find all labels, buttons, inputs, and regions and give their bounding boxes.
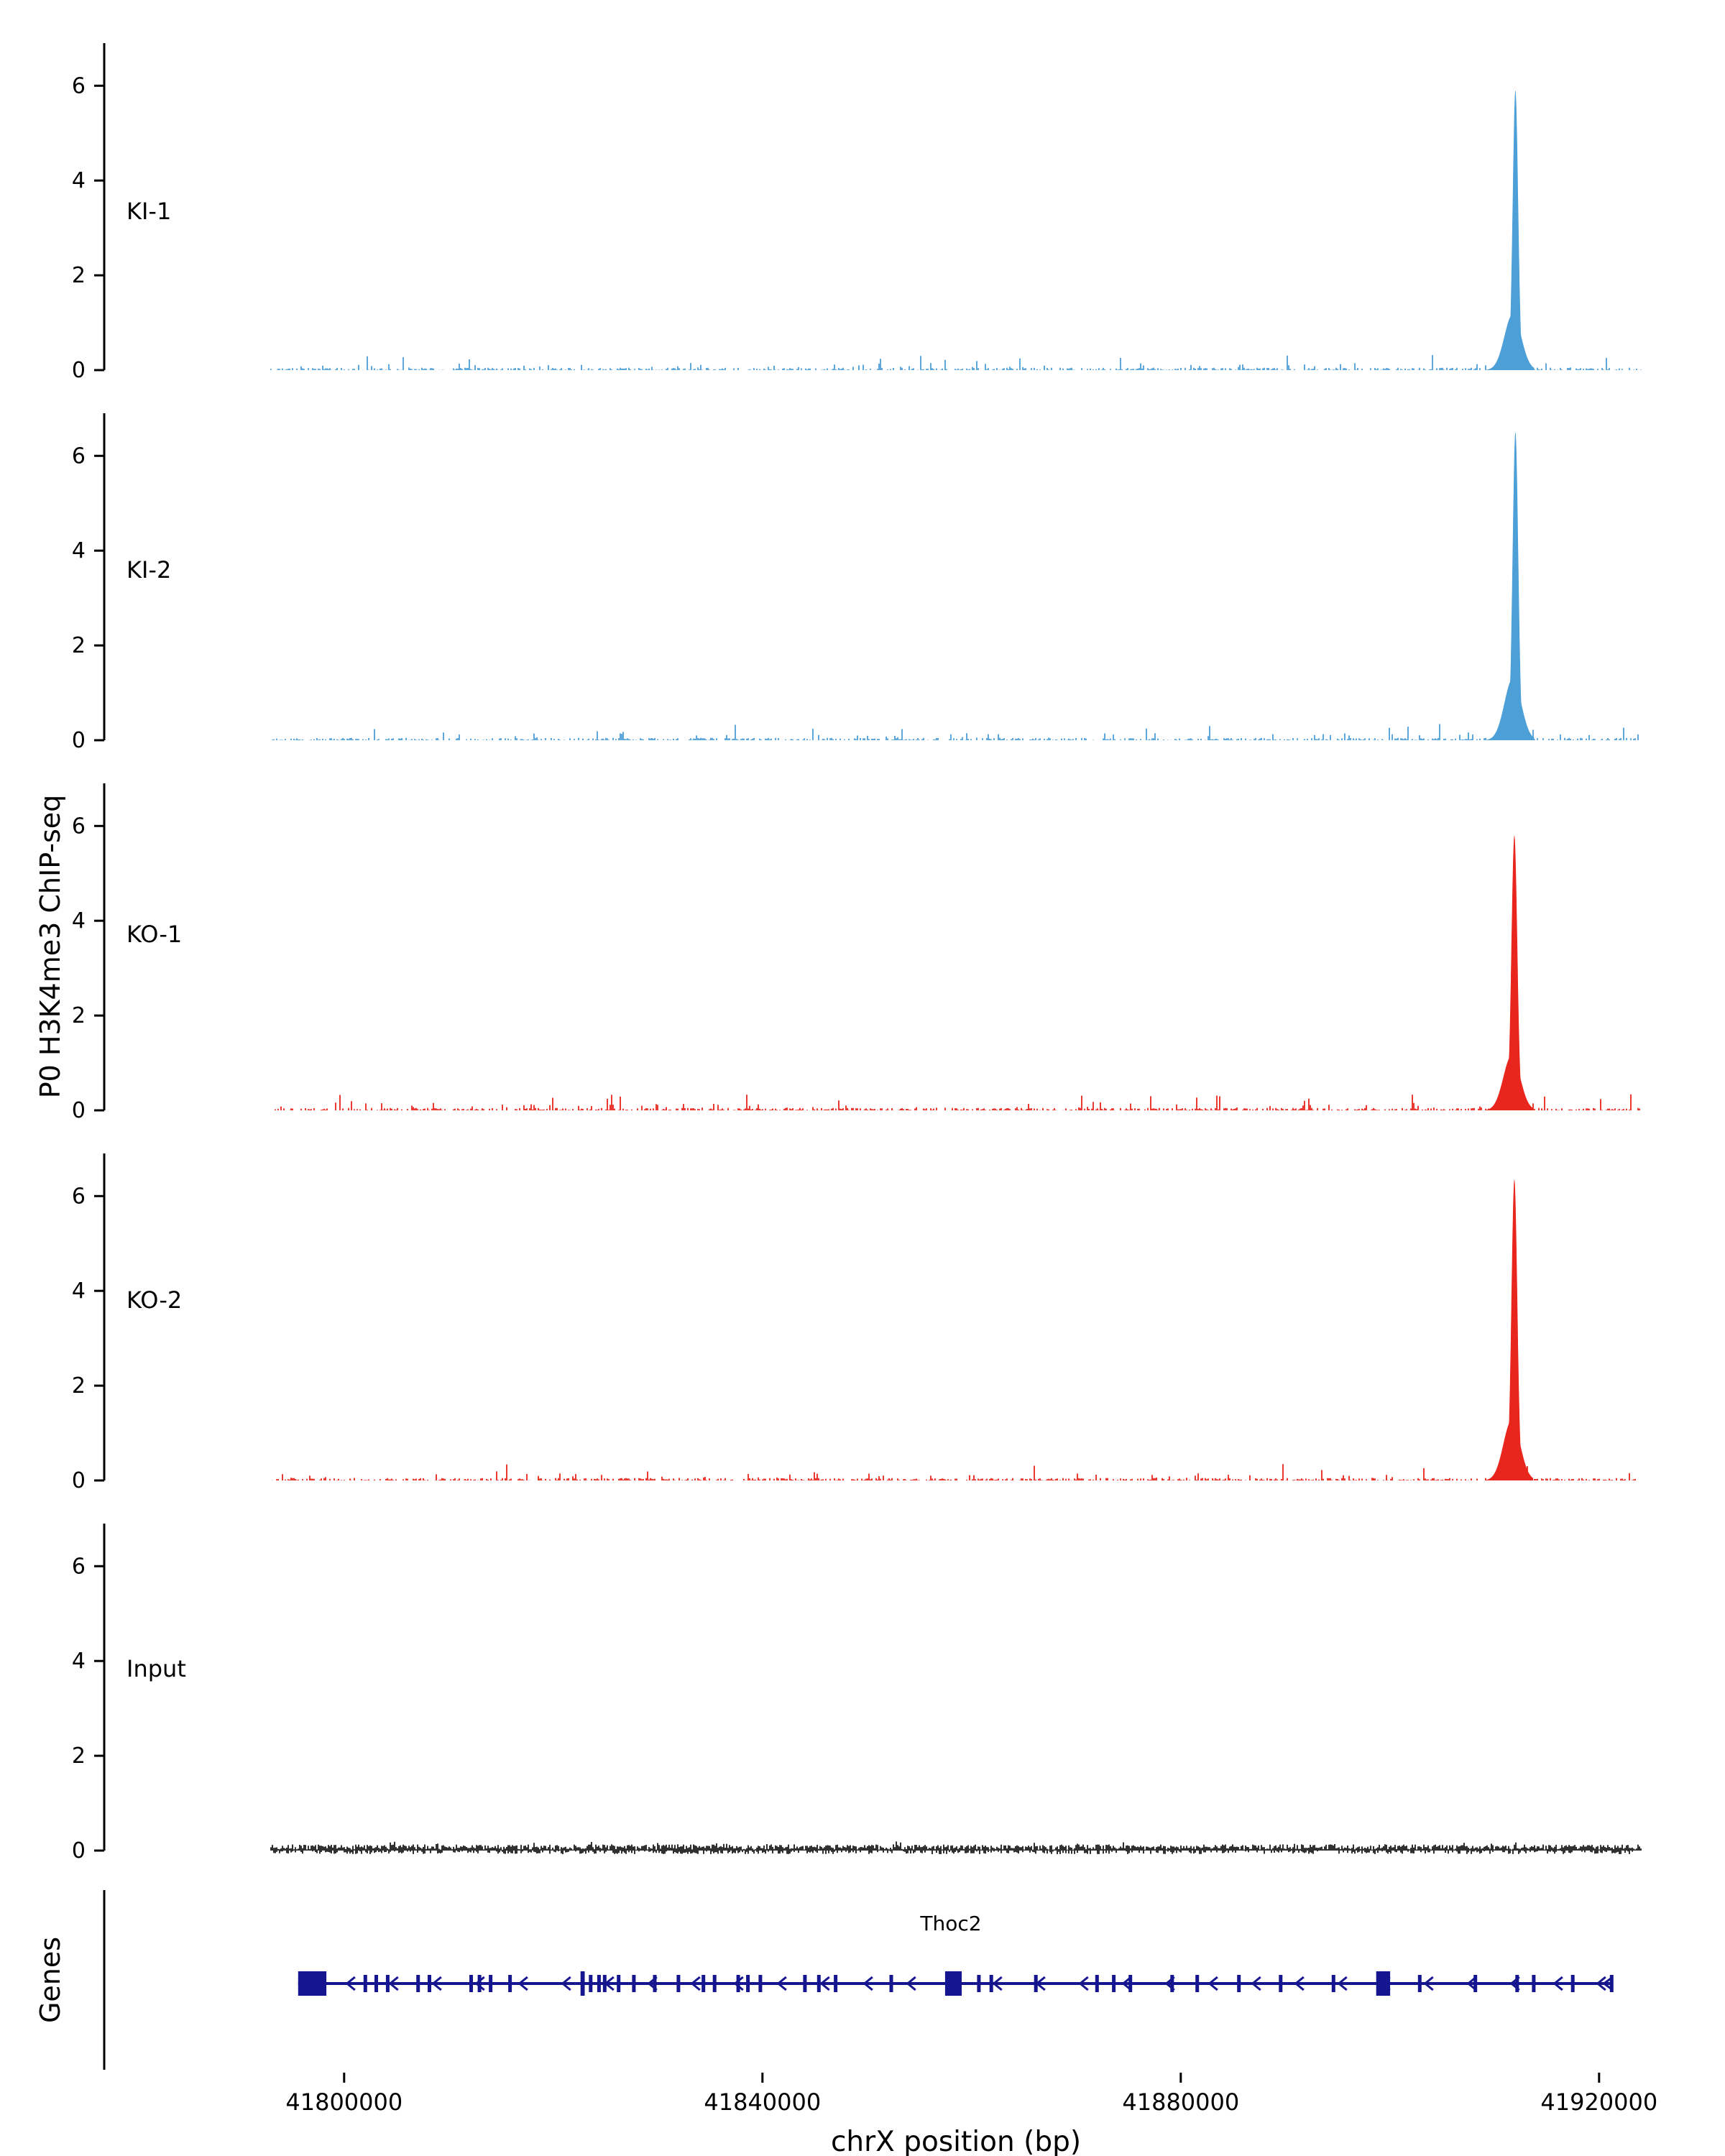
exon xyxy=(374,1975,378,1992)
exon xyxy=(816,1975,821,1992)
x-axis-title: chrX position (bp) xyxy=(830,2126,1082,2156)
y-tick-label: 6 xyxy=(72,1184,86,1209)
exon xyxy=(580,1971,585,1996)
noise-signal xyxy=(272,724,1639,740)
chipseq-peak xyxy=(1486,432,1535,740)
exon xyxy=(1417,1975,1422,1992)
x-tick-label: 41800000 xyxy=(285,2088,402,2116)
exon xyxy=(597,1975,601,1992)
track-Input: 0 2 4 6 xyxy=(72,1524,1642,1864)
exon xyxy=(416,1975,420,1992)
y-tick-label: 0 xyxy=(72,1098,86,1123)
exon xyxy=(1112,1975,1116,1992)
y-tick-label: 4 xyxy=(72,1279,86,1304)
track-KI-2: 0 2 4 6 xyxy=(72,413,1639,753)
noise-signal xyxy=(270,1841,1642,1854)
exon xyxy=(1279,1975,1283,1992)
track-label-ki-1: KI-1 xyxy=(126,198,172,225)
exon xyxy=(1609,1975,1614,1992)
exon xyxy=(1170,1975,1174,1992)
track-KO-2: 0 2 4 6 xyxy=(72,1153,1636,1493)
exon xyxy=(602,1975,607,1992)
track-KO-1: 0 2 4 6 xyxy=(72,783,1640,1123)
y-tick-label: 2 xyxy=(72,1003,86,1028)
gene-name-label: Thoc2 xyxy=(920,1912,982,1935)
exon xyxy=(363,1975,367,1992)
track-label-ki-2: KI-2 xyxy=(126,556,172,584)
exon xyxy=(477,1975,482,1992)
exon xyxy=(702,1975,706,1992)
x-axis: 41800000 41840000 41880000 41920000 xyxy=(285,2073,1657,2116)
y-tick-label: 0 xyxy=(72,1468,86,1493)
track-label-ko-1: KO-1 xyxy=(126,921,183,948)
exon xyxy=(428,1975,431,1992)
x-tick-label: 41880000 xyxy=(1122,2088,1239,2116)
exon xyxy=(1195,1975,1200,1992)
exon xyxy=(1237,1975,1241,1992)
exon xyxy=(298,1971,327,1996)
x-tick-label: 41920000 xyxy=(1540,2088,1657,2116)
exon xyxy=(617,1975,621,1992)
track-label-ko-2: KO-2 xyxy=(126,1286,183,1314)
exon xyxy=(632,1975,636,1992)
exon xyxy=(712,1975,717,1992)
y-tick-label: 0 xyxy=(72,1838,86,1864)
exon xyxy=(1034,1975,1038,1992)
exon xyxy=(676,1975,681,1992)
y-tick-label: 6 xyxy=(72,814,86,839)
exon xyxy=(736,1975,740,1992)
genes-track xyxy=(103,1890,1614,2070)
chipseq-peak xyxy=(1485,835,1534,1110)
exon xyxy=(803,1975,807,1992)
exon xyxy=(758,1975,763,1992)
chipseq-peak xyxy=(1485,1179,1534,1480)
x-tick-label: 41840000 xyxy=(704,2088,821,2116)
y-tick-label: 6 xyxy=(72,1554,86,1579)
y-tick-label: 4 xyxy=(72,908,86,934)
exon xyxy=(834,1975,838,1992)
y-tick-label: 0 xyxy=(72,728,86,753)
y-tick-label: 2 xyxy=(72,633,86,658)
y-tick-label: 6 xyxy=(72,443,86,469)
y-tick-label: 4 xyxy=(72,538,86,563)
genes-axis-title: Genes xyxy=(34,1936,66,2024)
exon xyxy=(489,1975,493,1992)
exon xyxy=(589,1975,593,1992)
exon xyxy=(989,1975,993,1992)
exon xyxy=(653,1975,657,1992)
exon xyxy=(1095,1975,1099,1992)
exon xyxy=(1128,1975,1133,1992)
exon xyxy=(469,1975,473,1992)
exon xyxy=(1331,1975,1335,1992)
track-label-input: Input xyxy=(126,1655,186,1682)
exon xyxy=(977,1975,981,1992)
noise-signal xyxy=(275,1094,1640,1110)
y-axis-title: P0 H3K4me3 ChIP-seq xyxy=(34,794,66,1099)
exon xyxy=(944,1971,962,1996)
track-KI-1: 0 2 4 6 xyxy=(72,43,1642,383)
exon xyxy=(1515,1975,1519,1992)
noise-signal xyxy=(272,1464,1636,1480)
exon xyxy=(508,1975,512,1992)
exon xyxy=(1473,1975,1478,1992)
exon xyxy=(1532,1975,1536,1992)
y-tick-label: 4 xyxy=(72,168,86,193)
y-tick-label: 4 xyxy=(72,1649,86,1674)
y-tick-label: 2 xyxy=(72,1743,86,1769)
exon xyxy=(1570,1975,1575,1992)
y-tick-label: 0 xyxy=(72,358,86,383)
exon xyxy=(889,1975,893,1992)
noise-signal xyxy=(270,355,1642,370)
exon xyxy=(746,1975,750,1992)
y-tick-label: 6 xyxy=(72,73,86,98)
y-tick-label: 2 xyxy=(72,1373,86,1399)
chipseq-peak xyxy=(1486,90,1535,371)
exon xyxy=(385,1975,390,1992)
exon xyxy=(1376,1971,1391,1996)
y-tick-label: 2 xyxy=(72,263,86,288)
